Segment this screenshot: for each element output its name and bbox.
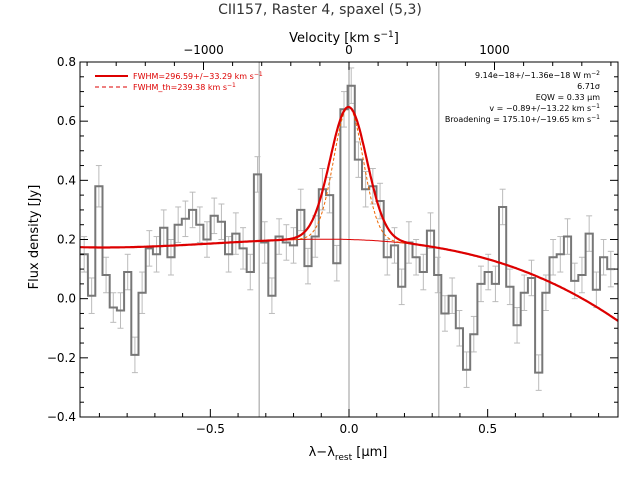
y-tick-label: 0.8	[57, 55, 76, 69]
annotation-velocity: v = −0.89+/−13.22 km s−1	[489, 103, 600, 113]
y-tick-label: 0.2	[57, 233, 76, 247]
x-tick-label: 0.0	[339, 422, 358, 436]
y-tick-label: 0.0	[57, 292, 76, 306]
top-x-tick-label: 1000	[479, 43, 510, 57]
top-x-tick-label: 0	[345, 43, 353, 57]
annotation-eqw: EQW = 0.33 μm	[536, 93, 600, 102]
chart-title: CII157, Raster 4, spaxel (5,3)	[218, 2, 422, 18]
spectrum-step-line	[80, 84, 615, 374]
y-tick-label: −0.2	[47, 351, 76, 365]
top-x-tick-label: −1000	[183, 43, 224, 57]
axes: −0.5 0.0 0.5 −1000 0 1000 −0.4 −0.2 0.0 0.2 0.4 0.6…	[47, 43, 619, 436]
x-tick-label: −0.5	[196, 422, 225, 436]
legend-label-fwhm-th: FWHM_th=239.38 km s−1	[133, 82, 236, 92]
top-x-axis-title: Velocity [km s−1]	[289, 30, 399, 46]
y-tick-label: −0.4	[47, 410, 76, 424]
fit-annotations: 9.14e−18+/−1.36e−18 W m−2 6.71σ EQW = 0.…	[445, 70, 600, 124]
x-tick-label: 0.5	[478, 422, 497, 436]
legend-label-fwhm: FWHM=296.59+/−33.29 km s−1	[133, 71, 263, 81]
plot-area	[80, 62, 619, 417]
annotation-broadening: Broadening = 175.10+/−19.65 km s−1	[445, 114, 600, 124]
x-axis-title: λ−λrest [μm]	[309, 445, 388, 463]
annotation-flux: 9.14e−18+/−1.36e−18 W m−2	[475, 70, 600, 80]
y-tick-label: 0.6	[57, 114, 76, 128]
annotation-sigma: 6.71σ	[577, 82, 600, 91]
y-axis-title: Flux density [Jy]	[27, 185, 42, 290]
y-tick-label: 0.4	[57, 173, 76, 187]
fit-line	[80, 105, 619, 322]
legend: FWHM=296.59+/−33.29 km s−1 FWHM_th=239.3…	[95, 71, 263, 92]
